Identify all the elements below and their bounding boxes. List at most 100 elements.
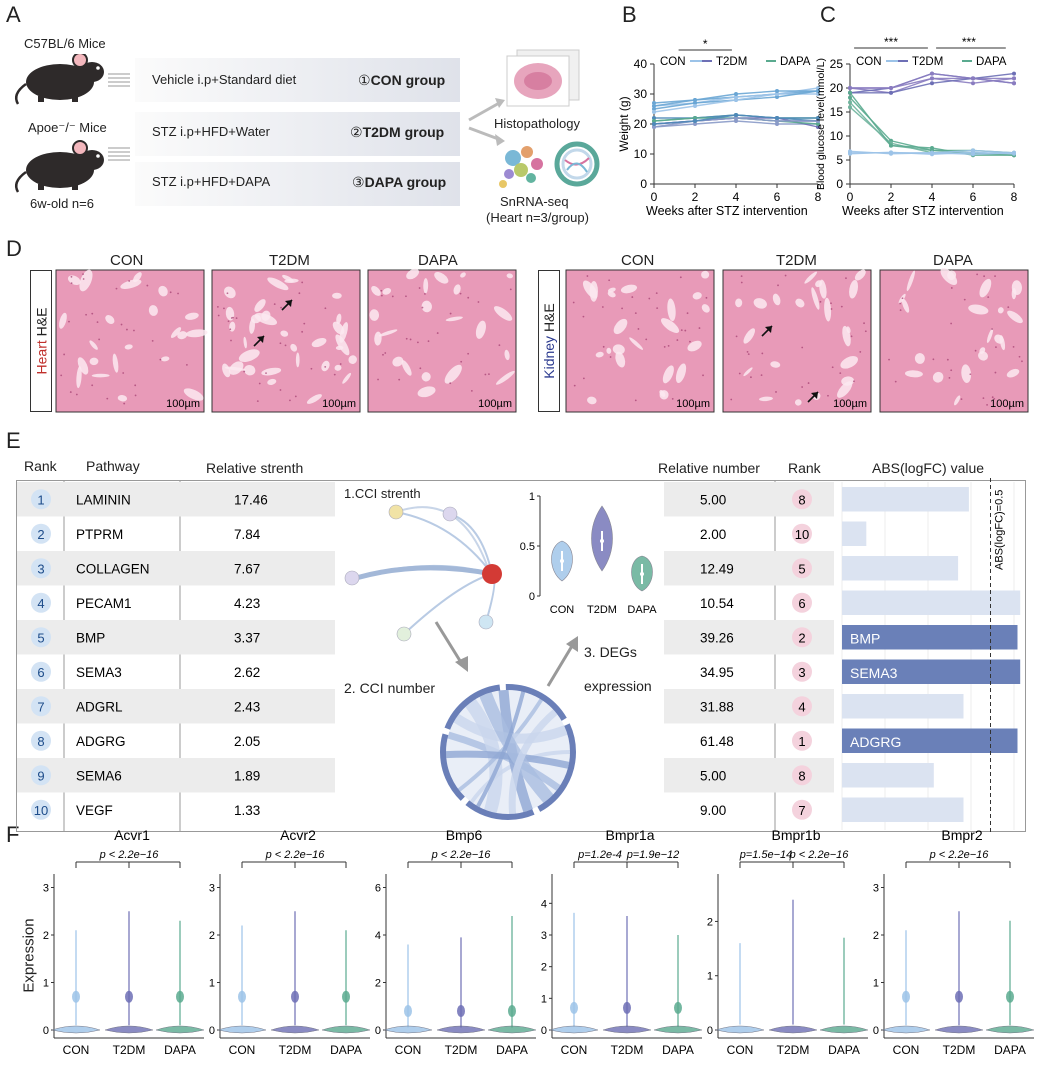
he-nucleus (459, 292, 462, 295)
f-y-tick-label: 4 (375, 930, 381, 942)
mouse-age: 6w-old n=6 (30, 196, 94, 211)
he-gap (979, 347, 986, 354)
panel-label-d: D (6, 236, 22, 261)
he-gap (417, 386, 436, 398)
he-nucleus (301, 281, 304, 284)
he-gap (795, 298, 805, 308)
he-gap (295, 352, 300, 368)
he-nucleus (418, 287, 421, 289)
data-point (930, 71, 934, 76)
data-point (848, 105, 852, 110)
he-gap (378, 329, 398, 337)
he-gap (589, 281, 598, 302)
he-nucleus (106, 397, 109, 400)
he-gap (667, 298, 676, 322)
heart-t2dm-label: T2DM (269, 252, 310, 269)
violin-y-tick-label: 1 (529, 491, 535, 503)
f-x-label: DAPA (164, 1043, 196, 1057)
data-point (652, 104, 656, 108)
circos-icon (554, 141, 600, 187)
data-point (693, 122, 697, 126)
kidney-con-label: CON (621, 252, 655, 269)
he-nucleus (637, 328, 640, 330)
rank2-number: 2 (798, 630, 805, 645)
he-gap (770, 361, 781, 368)
rank2-number: 8 (798, 768, 805, 783)
he-nucleus (845, 277, 847, 280)
he-nucleus (279, 389, 282, 391)
he-gap (117, 395, 128, 402)
he-nucleus (1007, 306, 1010, 309)
he-nucleus (217, 314, 220, 317)
col-pathway-header: Pathway (86, 458, 140, 474)
x-tick-label: 8 (815, 190, 822, 204)
y-tick-label: 0 (836, 177, 843, 191)
he-gap (185, 312, 199, 320)
network-edge (355, 565, 493, 581)
violin-bulb (176, 990, 184, 1003)
data-point (693, 101, 697, 105)
x-tick-label: 8 (1011, 190, 1018, 204)
he-gap (759, 396, 773, 402)
he-nucleus (602, 345, 605, 348)
f-x-label: T2DM (943, 1043, 976, 1057)
he-nucleus (235, 317, 238, 319)
rank-number: 9 (37, 768, 44, 783)
he-gap (932, 371, 944, 383)
he-gap (701, 304, 710, 313)
pathway-name: PTPRM (76, 527, 123, 542)
he-nucleus (449, 312, 452, 315)
he-nucleus (498, 344, 501, 347)
kidney-row-label: Kidney H&E (538, 270, 560, 412)
he-gap (434, 272, 449, 284)
y-tick-label: 20 (830, 81, 844, 95)
he-image: 100µm (565, 269, 715, 413)
gene-title: Bmpr2 (941, 827, 982, 843)
pathway-name: ADGRL (76, 699, 123, 714)
violin-bulb (238, 990, 246, 1003)
flow-arrow-icon (434, 621, 464, 665)
he-nucleus (634, 399, 637, 402)
he-nucleus (216, 305, 219, 308)
he-nucleus (409, 338, 412, 341)
cci-number-label: 2. CCI number (344, 680, 436, 696)
he-nucleus (185, 363, 188, 366)
rank2-number: 7 (798, 803, 805, 818)
data-point (734, 98, 738, 102)
rank-number: 10 (34, 803, 48, 818)
he-gap (804, 271, 818, 284)
he-nucleus (324, 307, 327, 310)
he-gap (1006, 368, 1020, 378)
data-point (816, 86, 820, 90)
he-gap (374, 331, 382, 346)
network-node (442, 506, 458, 522)
abs-bar (842, 521, 867, 546)
f-x-label: T2DM (445, 1043, 478, 1057)
he-gap (238, 349, 260, 362)
he-nucleus (243, 370, 246, 373)
x-tick-label: 6 (970, 190, 977, 204)
he-nucleus (864, 330, 867, 333)
row-band (17, 758, 335, 793)
gene-title: Bmp6 (446, 827, 483, 843)
he-nucleus (1018, 355, 1021, 358)
row-band (17, 689, 335, 724)
he-nucleus (70, 282, 73, 285)
panel-e: Rank Pathway Relative strenth Relative n… (0, 450, 1043, 832)
f-x-label: CON (561, 1043, 588, 1057)
p-value: p < 2.2e−16 (265, 849, 326, 861)
data-point (971, 81, 975, 86)
he-images: 100µm 100µm 100µm 100µm 100µm 100µm (55, 268, 1029, 413)
he-nucleus (655, 292, 658, 295)
f-y-tick-label: 6 (375, 883, 381, 895)
he-nucleus (284, 344, 287, 347)
violin-base (881, 1025, 931, 1034)
he-nucleus (60, 374, 63, 377)
he-gap (659, 390, 669, 400)
he-gap (613, 318, 628, 335)
he-nucleus (899, 309, 902, 312)
he-nucleus (310, 367, 313, 370)
data-point (652, 107, 656, 111)
x-tick-label: 2 (888, 190, 895, 204)
scale-bar-label: 100µm (478, 398, 512, 410)
